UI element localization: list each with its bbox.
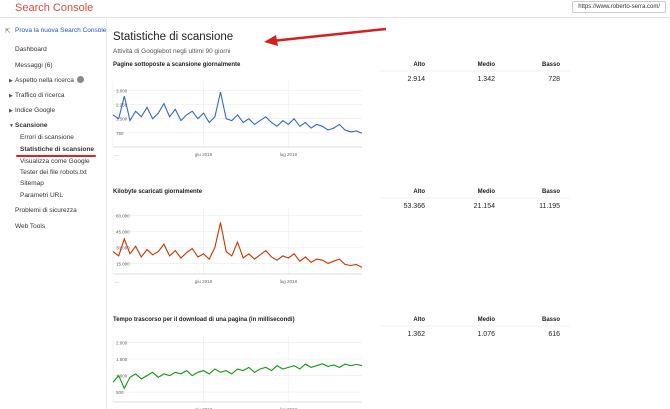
nav-item[interactable]: Traffico di ricerca bbox=[15, 92, 65, 99]
page-subtitle: Attività di Googlebot negli ultimi 90 gi… bbox=[113, 48, 230, 55]
y-tick-label: 15.000 bbox=[116, 261, 130, 266]
nav-item[interactable]: Problemi di sicurezza bbox=[15, 207, 77, 214]
x-tick-label: giu 2018 bbox=[195, 407, 213, 409]
x-tick-label: lug 2018 bbox=[280, 279, 298, 284]
site-selector[interactable]: https://www.roberto-serra.com/ bbox=[572, 1, 666, 13]
x-tick-label: lug 2018 bbox=[280, 407, 298, 409]
stat-value: 1.076 bbox=[477, 331, 495, 338]
stat-header: Alto bbox=[413, 189, 425, 195]
nav-item[interactable]: Scansione bbox=[15, 122, 48, 129]
stat-value: 616 bbox=[548, 331, 560, 338]
nav-subitem[interactable]: Errori di scansione bbox=[20, 134, 74, 141]
x-tick-label: ... bbox=[115, 279, 119, 284]
new-console-link[interactable]: Prova la nuova Search Console bbox=[15, 27, 107, 34]
nav-subitem[interactable]: Tester dei file robots.txt bbox=[20, 169, 87, 176]
info-icon[interactable] bbox=[77, 76, 84, 83]
x-tick-label: giu 2018 bbox=[195, 279, 213, 284]
data-line bbox=[112, 91, 363, 134]
stat-value: 21.154 bbox=[474, 203, 496, 210]
expand-arrow: ▶ bbox=[9, 93, 13, 99]
y-tick-label: 1.500 bbox=[116, 117, 128, 122]
chart-title: Kilobyte scaricati giornalmente bbox=[113, 189, 203, 195]
stat-value: 728 bbox=[548, 76, 560, 83]
x-tick-label: lug 2018 bbox=[280, 152, 298, 157]
stat-value: 2.914 bbox=[407, 76, 425, 83]
stat-header: Medio bbox=[478, 317, 496, 323]
y-tick-label: 2.000 bbox=[116, 341, 128, 346]
expand-arrow: ▶ bbox=[9, 78, 13, 84]
nav-subitem[interactable]: Sitemap bbox=[20, 180, 44, 187]
nav-item[interactable]: Indice Google bbox=[15, 107, 56, 114]
data-line bbox=[112, 363, 363, 390]
highlight-underline bbox=[16, 155, 96, 157]
stat-value: 11.195 bbox=[539, 203, 560, 210]
nav-item[interactable]: Web Tools bbox=[15, 223, 46, 230]
x-tick-label: ... bbox=[115, 407, 119, 409]
stat-value: 53.366 bbox=[404, 203, 426, 210]
y-tick-label: 45.000 bbox=[116, 229, 130, 234]
stat-value: 1.362 bbox=[407, 331, 425, 338]
nav-subitem[interactable]: Visualizza come Google bbox=[20, 158, 90, 165]
stat-header: Basso bbox=[542, 62, 560, 68]
nav-subitem[interactable]: Parametri URL bbox=[20, 192, 63, 199]
x-tick-label: ... bbox=[115, 152, 119, 157]
nav-item[interactable]: Messaggi (6) bbox=[15, 62, 53, 69]
y-tick-label: 500 bbox=[116, 390, 124, 395]
stat-header: Medio bbox=[478, 189, 496, 195]
sidebar: ⇱ Prova la nuova Search Console Dashboar… bbox=[0, 18, 107, 409]
x-tick-label: giu 2018 bbox=[195, 152, 213, 157]
data-line bbox=[112, 222, 363, 268]
chart-title: Tempo trascorso per il download di una p… bbox=[113, 317, 295, 323]
stat-header: Medio bbox=[478, 62, 496, 68]
y-tick-label: 30.000 bbox=[116, 245, 130, 250]
expand-arrow: ▶ bbox=[9, 108, 13, 114]
divider bbox=[0, 17, 670, 18]
external-icon: ⇱ bbox=[5, 28, 11, 35]
y-tick-label: 1.000 bbox=[116, 374, 128, 379]
stat-header: Basso bbox=[542, 189, 560, 195]
annotation-arrow bbox=[271, 27, 387, 43]
stat-header: Alto bbox=[413, 62, 425, 68]
expand-arrow: ▼ bbox=[9, 123, 14, 129]
nav-subitem-selected[interactable]: Statistiche di scansione bbox=[20, 146, 95, 153]
brand[interactable]: Search Console bbox=[15, 2, 94, 14]
nav-item[interactable]: Aspetto nella ricerca bbox=[15, 77, 74, 84]
y-tick-label: 60.000 bbox=[116, 213, 130, 218]
nav-item[interactable]: Dashboard bbox=[15, 46, 47, 53]
y-tick-label: 3.000 bbox=[116, 88, 128, 93]
stat-header: Basso bbox=[542, 317, 560, 323]
stat-value: 1.342 bbox=[477, 76, 495, 83]
y-tick-label: 1.500 bbox=[116, 357, 128, 362]
page-title: Statistiche di scansione bbox=[113, 31, 233, 43]
chart-title: Pagine sottoposte a scansione giornalmen… bbox=[113, 62, 241, 68]
stat-header: Alto bbox=[413, 317, 425, 323]
y-tick-label: 750 bbox=[116, 131, 124, 136]
annotation-arrowhead bbox=[264, 35, 278, 46]
